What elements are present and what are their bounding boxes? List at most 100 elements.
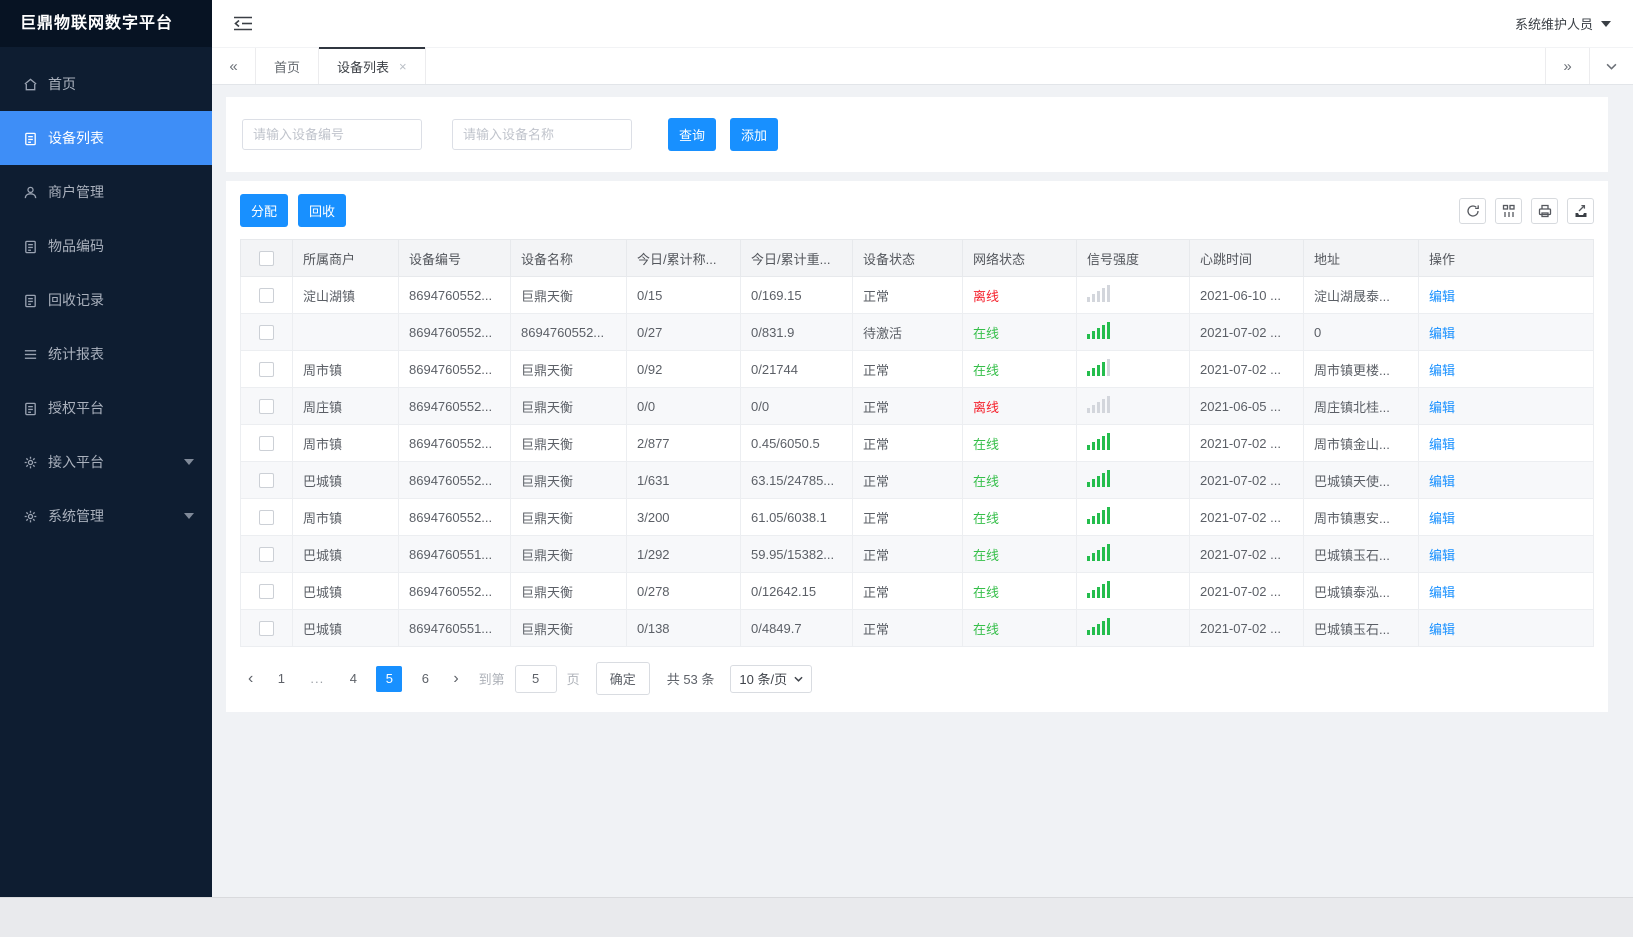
cell-device-status: 正常	[852, 350, 963, 388]
page-ellipsis[interactable]: ...	[310, 670, 325, 686]
sidebar-item-label: 接入平台	[48, 454, 104, 470]
query-button[interactable]: 查询	[668, 118, 717, 151]
cell-address: 周庄镇北桂...	[1303, 387, 1419, 425]
cell-signal	[1076, 461, 1190, 499]
cell-merchant: 周市镇	[292, 350, 399, 388]
cell-signal	[1076, 387, 1190, 425]
sidebar-item-recycle-records[interactable]: 回收记录	[0, 273, 212, 327]
sidebar-item-label: 回收记录	[48, 292, 104, 308]
row-checkbox[interactable]	[259, 621, 274, 637]
tabs-scroll-right-button[interactable]: »	[1545, 48, 1589, 84]
columns-icon	[1502, 204, 1515, 217]
row-checkbox[interactable]	[259, 584, 274, 600]
row-checkbox[interactable]	[259, 288, 274, 304]
sidebar-item-label: 首页	[48, 76, 76, 92]
edit-link[interactable]: 编辑	[1429, 547, 1456, 563]
goto-label: 到第	[478, 672, 505, 687]
sidebar-item-home[interactable]: 首页	[0, 57, 212, 111]
row-checkbox[interactable]	[259, 510, 274, 526]
row-checkbox[interactable]	[259, 399, 274, 415]
recycle-button[interactable]: 回收	[298, 194, 347, 227]
cell-today-weight: 0/21744	[740, 350, 853, 388]
table-row: 巴城镇 8694760552... 巨鼎天衡 0/278 0/12642.15 …	[240, 572, 1594, 610]
row-checkbox[interactable]	[259, 325, 274, 341]
table-row: 8694760552... 8694760552... 0/27 0/831.9…	[240, 313, 1594, 351]
add-button[interactable]: 添加	[730, 118, 779, 151]
sidebar-item-merchant-mgmt[interactable]: 商户管理	[0, 165, 212, 219]
cell-device-name: 巨鼎天衡	[510, 276, 627, 314]
device-no-input[interactable]	[242, 119, 422, 150]
sidebar-item-label: 授权平台	[48, 400, 104, 416]
sidebar-fold-button[interactable]	[234, 14, 256, 34]
printer-icon	[1538, 204, 1551, 217]
assign-button[interactable]: 分配	[240, 194, 289, 227]
page-number-5[interactable]: 5	[376, 665, 403, 692]
sidebar-item-auth-platform[interactable]: 授权平台	[0, 381, 212, 435]
edit-link[interactable]: 编辑	[1429, 436, 1456, 452]
row-checkbox[interactable]	[259, 362, 274, 378]
cell-merchant: 巴城镇	[292, 535, 399, 573]
chevron-down-icon	[794, 676, 803, 682]
sidebar-item-device-list[interactable]: 设备列表	[0, 111, 212, 165]
edit-link[interactable]: 编辑	[1429, 510, 1456, 526]
device-name-input[interactable]	[452, 119, 632, 150]
edit-link[interactable]: 编辑	[1429, 399, 1456, 415]
sidebar-item-report-stats[interactable]: 统计报表	[0, 327, 212, 381]
signal-strength-icon	[1087, 544, 1110, 561]
tab-home[interactable]: 首页	[256, 48, 320, 84]
signal-strength-icon	[1087, 433, 1110, 450]
edit-link[interactable]: 编辑	[1429, 362, 1456, 378]
table-row: 周市镇 8694760552... 巨鼎天衡 2/877 0.45/6050.5…	[240, 424, 1594, 462]
gear-icon	[22, 454, 38, 470]
export-button[interactable]	[1567, 197, 1594, 224]
page-number-1[interactable]: 1	[277, 670, 285, 686]
cell-network-status: 在线	[962, 609, 1077, 647]
lines-icon	[22, 346, 38, 362]
edit-link[interactable]: 编辑	[1429, 288, 1456, 304]
page-number-6[interactable]: 6	[421, 670, 429, 686]
table-body: 淀山湖镇 8694760552... 巨鼎天衡 0/15 0/169.15 正常…	[240, 276, 1594, 647]
table-toolbar: 分配 回收	[240, 194, 1594, 227]
export-icon	[1575, 204, 1586, 217]
cell-device-name: 巨鼎天衡	[510, 498, 627, 536]
select-all-checkbox[interactable]	[259, 251, 274, 267]
content-area: 查询 添加 分配 回收	[212, 85, 1633, 897]
cell-today-count: 1/292	[626, 535, 741, 573]
cell-heartbeat: 2021-07-02 ...	[1189, 313, 1304, 351]
cell-heartbeat: 2021-06-10 ...	[1189, 276, 1304, 314]
print-button[interactable]	[1531, 197, 1558, 224]
user-menu[interactable]: 系统维护人员	[1515, 14, 1611, 33]
column-settings-button[interactable]	[1495, 197, 1522, 224]
edit-link[interactable]: 编辑	[1429, 473, 1456, 489]
sidebar-item-label: 商户管理	[48, 184, 104, 200]
page-number-4[interactable]: 4	[349, 670, 357, 686]
goto-confirm-button[interactable]: 确定	[595, 662, 650, 695]
edit-link[interactable]: 编辑	[1429, 325, 1456, 341]
cell-heartbeat: 2021-06-05 ...	[1189, 387, 1304, 425]
sidebar-item-access-platform[interactable]: 接入平台	[0, 435, 212, 489]
tabs-menu-button[interactable]	[1589, 48, 1633, 84]
cell-device-name: 巨鼎天衡	[510, 424, 627, 462]
goto-page-input[interactable]	[514, 664, 557, 693]
tabs-scroll-left-button[interactable]: «	[212, 48, 256, 84]
cell-device-status: 正常	[852, 276, 963, 314]
edit-link[interactable]: 编辑	[1429, 621, 1456, 637]
next-page-button[interactable]: ›	[453, 669, 459, 687]
sidebar-item-label: 统计报表	[48, 346, 104, 362]
edit-link[interactable]: 编辑	[1429, 584, 1456, 600]
pagination: ‹ 1... 4 5 6 › 到第 页 确定 共 53 条 10 条/页	[240, 647, 1594, 700]
close-icon[interactable]: ×	[399, 58, 407, 74]
cell-device-no: 8694760552...	[398, 387, 511, 425]
cell-signal	[1076, 535, 1190, 573]
cell-device-status: 正常	[852, 387, 963, 425]
page-size-select[interactable]: 10 条/页	[730, 664, 813, 693]
row-checkbox[interactable]	[259, 473, 274, 489]
tab-device-list[interactable]: 设备列表 ×	[319, 47, 426, 84]
refresh-button[interactable]	[1459, 197, 1486, 224]
row-checkbox[interactable]	[259, 436, 274, 452]
sidebar-item-item-codes[interactable]: 物品编码	[0, 219, 212, 273]
column-header: 地址	[1303, 239, 1419, 277]
prev-page-button[interactable]: ‹	[248, 669, 254, 687]
sidebar-item-system-mgmt[interactable]: 系统管理	[0, 489, 212, 543]
row-checkbox[interactable]	[259, 547, 274, 563]
